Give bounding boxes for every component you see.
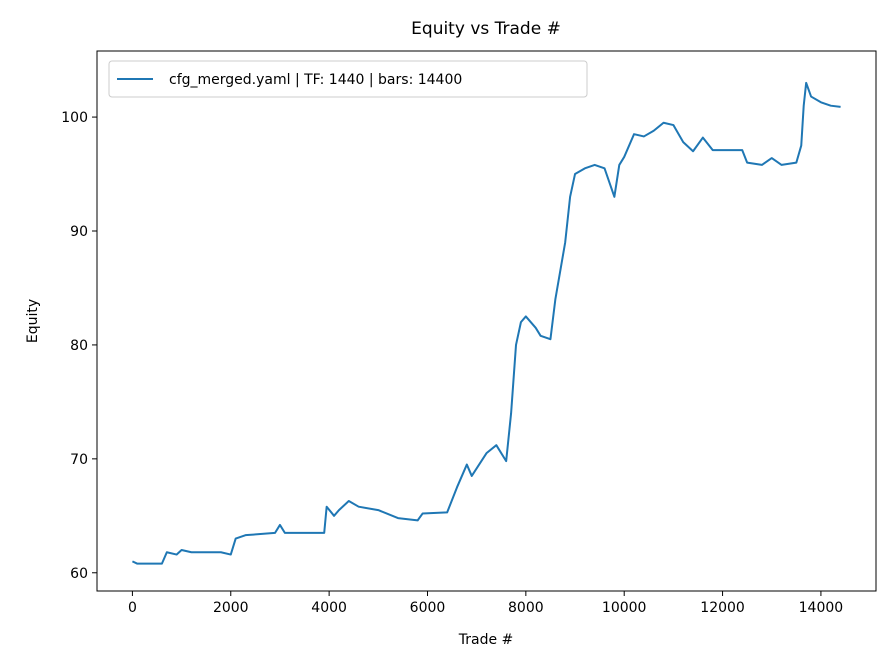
x-axis-label: Trade # bbox=[458, 632, 514, 648]
y-tick-label: 80 bbox=[70, 338, 88, 354]
y-axis-label: Equity bbox=[25, 299, 41, 343]
plot-frame bbox=[96, 50, 877, 592]
x-tick-label: 0 bbox=[128, 600, 137, 616]
y-tick-label: 90 bbox=[70, 224, 88, 240]
x-tick-label: 2000 bbox=[213, 600, 249, 616]
x-tick-label: 10000 bbox=[602, 600, 647, 616]
x-tick-label: 4000 bbox=[311, 600, 347, 616]
y-tick-label: 60 bbox=[70, 566, 88, 582]
y-tick-label: 70 bbox=[70, 452, 88, 468]
x-tick-label: 14000 bbox=[799, 600, 844, 616]
y-tick-label: 100 bbox=[61, 110, 88, 126]
legend-box bbox=[108, 60, 588, 98]
line-series bbox=[131, 81, 841, 565]
chart-title: Equity vs Trade # bbox=[411, 19, 561, 39]
x-tick-label: 6000 bbox=[410, 600, 446, 616]
legend-label: cfg_merged.yaml | TF: 1440 | bars: 14400 bbox=[169, 72, 462, 88]
x-tick-label: 12000 bbox=[700, 600, 745, 616]
x-tick-label: 8000 bbox=[508, 600, 544, 616]
